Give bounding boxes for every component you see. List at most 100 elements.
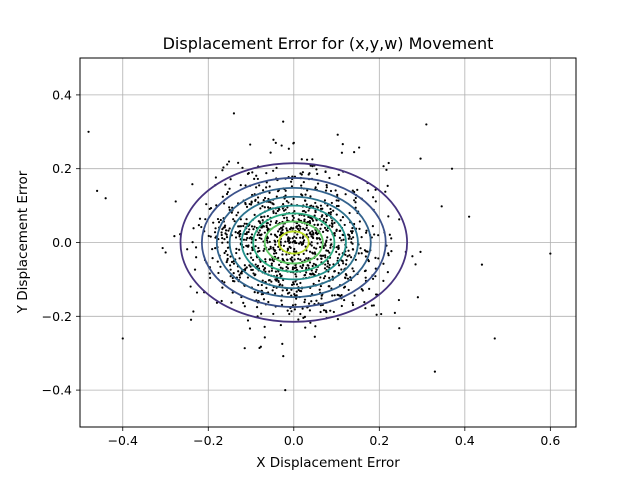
scatter-point bbox=[261, 224, 265, 228]
scatter-point bbox=[280, 144, 283, 147]
scatter-point bbox=[323, 267, 327, 270]
scatter-point bbox=[226, 257, 229, 260]
scatter-point bbox=[230, 211, 233, 214]
x-tick-label: 0.6 bbox=[540, 433, 560, 448]
scatter-point bbox=[387, 215, 390, 218]
scatter-point bbox=[216, 260, 219, 263]
scatter-point bbox=[319, 246, 322, 249]
scatter-point bbox=[266, 227, 270, 230]
scatter-point bbox=[310, 217, 313, 220]
scatter-point bbox=[261, 189, 265, 192]
scatter-point bbox=[260, 237, 263, 240]
scatter-point bbox=[259, 260, 262, 263]
scatter-point bbox=[419, 157, 422, 160]
scatter-point bbox=[239, 232, 242, 236]
scatter-point bbox=[386, 184, 389, 188]
scatter-point bbox=[186, 248, 189, 251]
scatter-point bbox=[237, 161, 240, 164]
scatter-point bbox=[292, 197, 295, 200]
scatter-point bbox=[361, 289, 364, 292]
scatter-point bbox=[340, 151, 344, 154]
scatter-point bbox=[293, 308, 296, 311]
scatter-point bbox=[315, 299, 318, 302]
scatter-point bbox=[324, 189, 328, 192]
scatter-point bbox=[237, 270, 240, 273]
scatter-point bbox=[301, 210, 305, 213]
scatter-point bbox=[258, 220, 261, 223]
scatter-point bbox=[347, 249, 350, 252]
scatter-point bbox=[323, 226, 327, 229]
scatter-point bbox=[339, 219, 342, 222]
scatter-point bbox=[308, 309, 312, 312]
scatter-point bbox=[272, 312, 275, 316]
scatter-point bbox=[239, 218, 242, 221]
scatter-point bbox=[300, 158, 303, 161]
scatter-point bbox=[337, 173, 340, 176]
scatter-point bbox=[217, 221, 221, 224]
scatter-point bbox=[279, 323, 282, 327]
scatter-point bbox=[231, 279, 235, 283]
scatter-point bbox=[324, 309, 327, 312]
scatter-point bbox=[299, 236, 302, 239]
scatter-point bbox=[226, 246, 230, 249]
scatter-point bbox=[290, 226, 293, 229]
scatter-point bbox=[193, 268, 197, 271]
scatter-point bbox=[236, 211, 240, 214]
scatter-point bbox=[282, 120, 285, 123]
scatter-point bbox=[311, 264, 314, 268]
scatter-point bbox=[320, 254, 323, 257]
scatter-point bbox=[238, 248, 241, 251]
scatter-point bbox=[382, 262, 385, 265]
scatter-point bbox=[367, 260, 370, 263]
scatter-point bbox=[290, 288, 293, 291]
scatter-point bbox=[251, 268, 254, 271]
scatter-point bbox=[274, 221, 278, 224]
scatter-point bbox=[271, 202, 274, 205]
scatter-point bbox=[306, 189, 309, 192]
scatter-point bbox=[329, 189, 333, 193]
scatter-point bbox=[275, 166, 278, 169]
scatter-point bbox=[364, 307, 367, 310]
scatter-point bbox=[223, 281, 226, 284]
scatter-point bbox=[307, 229, 310, 232]
scatter-point bbox=[306, 264, 309, 267]
scatter-point bbox=[341, 143, 344, 146]
scatter-point bbox=[323, 199, 327, 202]
scatter-point bbox=[265, 286, 268, 289]
scatter-point bbox=[276, 235, 279, 239]
scatter-point bbox=[352, 236, 355, 239]
scatter-point bbox=[343, 276, 347, 279]
scatter-point bbox=[304, 245, 307, 248]
scatter-point bbox=[232, 112, 236, 115]
y-tick-label: 0.2 bbox=[52, 161, 72, 176]
scatter-point bbox=[269, 247, 272, 250]
scatter-point bbox=[302, 235, 305, 238]
scatter-point bbox=[275, 219, 278, 223]
scatter-point bbox=[230, 301, 233, 304]
scatter-point bbox=[300, 193, 303, 196]
scatter-point bbox=[252, 228, 255, 231]
scatter-point bbox=[433, 370, 436, 373]
scatter-point bbox=[260, 216, 263, 219]
scatter-point bbox=[250, 233, 254, 236]
scatter-point bbox=[240, 272, 243, 275]
scatter-point bbox=[279, 241, 282, 244]
scatter-point bbox=[299, 312, 302, 316]
scatter-point bbox=[270, 280, 273, 283]
scatter-point bbox=[305, 226, 308, 229]
scatter-point bbox=[248, 228, 251, 231]
scatter-point bbox=[274, 212, 278, 215]
scatter-point bbox=[382, 279, 385, 282]
scatter-point bbox=[269, 201, 272, 204]
scatter-point bbox=[274, 278, 277, 281]
scatter-point bbox=[309, 233, 313, 236]
scatter-point bbox=[305, 266, 308, 270]
scatter-point bbox=[368, 287, 371, 290]
scatter-points bbox=[87, 112, 552, 392]
scatter-point bbox=[344, 253, 347, 256]
scatter-point bbox=[308, 219, 311, 223]
scatter-point bbox=[292, 142, 295, 145]
scatter-point bbox=[284, 389, 287, 392]
scatter-point bbox=[238, 257, 241, 260]
scatter-point bbox=[265, 239, 269, 242]
